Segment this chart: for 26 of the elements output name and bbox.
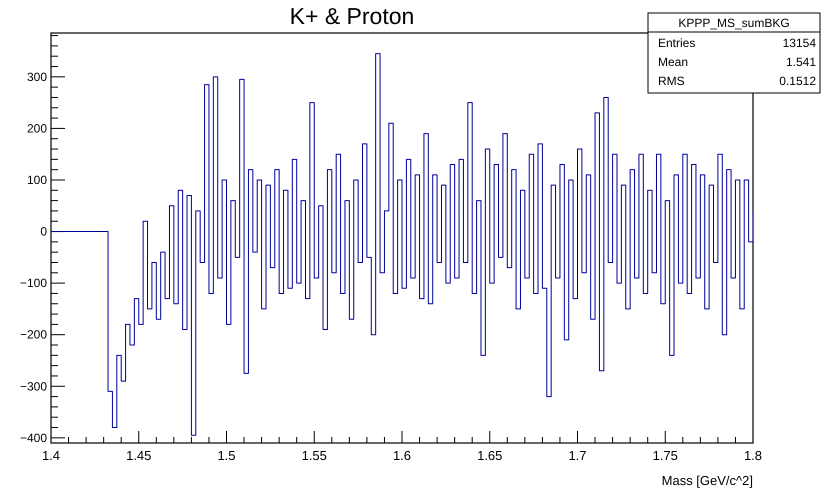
x-tick-label: 1.75 bbox=[652, 448, 678, 463]
y-tick-label: −100 bbox=[20, 276, 48, 290]
text: 13154 bbox=[782, 36, 816, 50]
annotation: Entries bbox=[658, 36, 696, 50]
x-tick-label: 1.5 bbox=[217, 448, 236, 463]
x-tick-label: 1.4 bbox=[42, 448, 60, 463]
chart-title: K+ & Proton bbox=[290, 3, 414, 29]
text: 0.1512 bbox=[779, 74, 816, 88]
y-tick-label: 0 bbox=[40, 224, 48, 239]
y-tick-label: −200 bbox=[20, 328, 48, 342]
text: KPPP_MS_sumBKG bbox=[678, 16, 790, 30]
y-tick-label: 300 bbox=[26, 70, 48, 84]
y-tick-label: −400 bbox=[20, 430, 48, 445]
y-tick-label: 200 bbox=[26, 121, 48, 136]
annotation: RMS bbox=[658, 74, 685, 88]
x-tick-label: 1.7 bbox=[568, 448, 587, 463]
y-tick-label: −300 bbox=[20, 379, 48, 394]
x-tick-label: 1.45 bbox=[126, 448, 152, 463]
x-tick-label: 1.65 bbox=[477, 448, 502, 463]
x-axis-title: Mass [GeV/c^2] bbox=[662, 473, 753, 488]
text: 1.541 bbox=[786, 55, 816, 69]
annotation: Mean bbox=[658, 55, 688, 69]
x-tick-label: 1.55 bbox=[302, 448, 327, 463]
x-tick-label: 1.8 bbox=[744, 448, 762, 463]
x-tick-label: 1.6 bbox=[392, 448, 412, 463]
y-tick-label: 100 bbox=[26, 172, 48, 187]
